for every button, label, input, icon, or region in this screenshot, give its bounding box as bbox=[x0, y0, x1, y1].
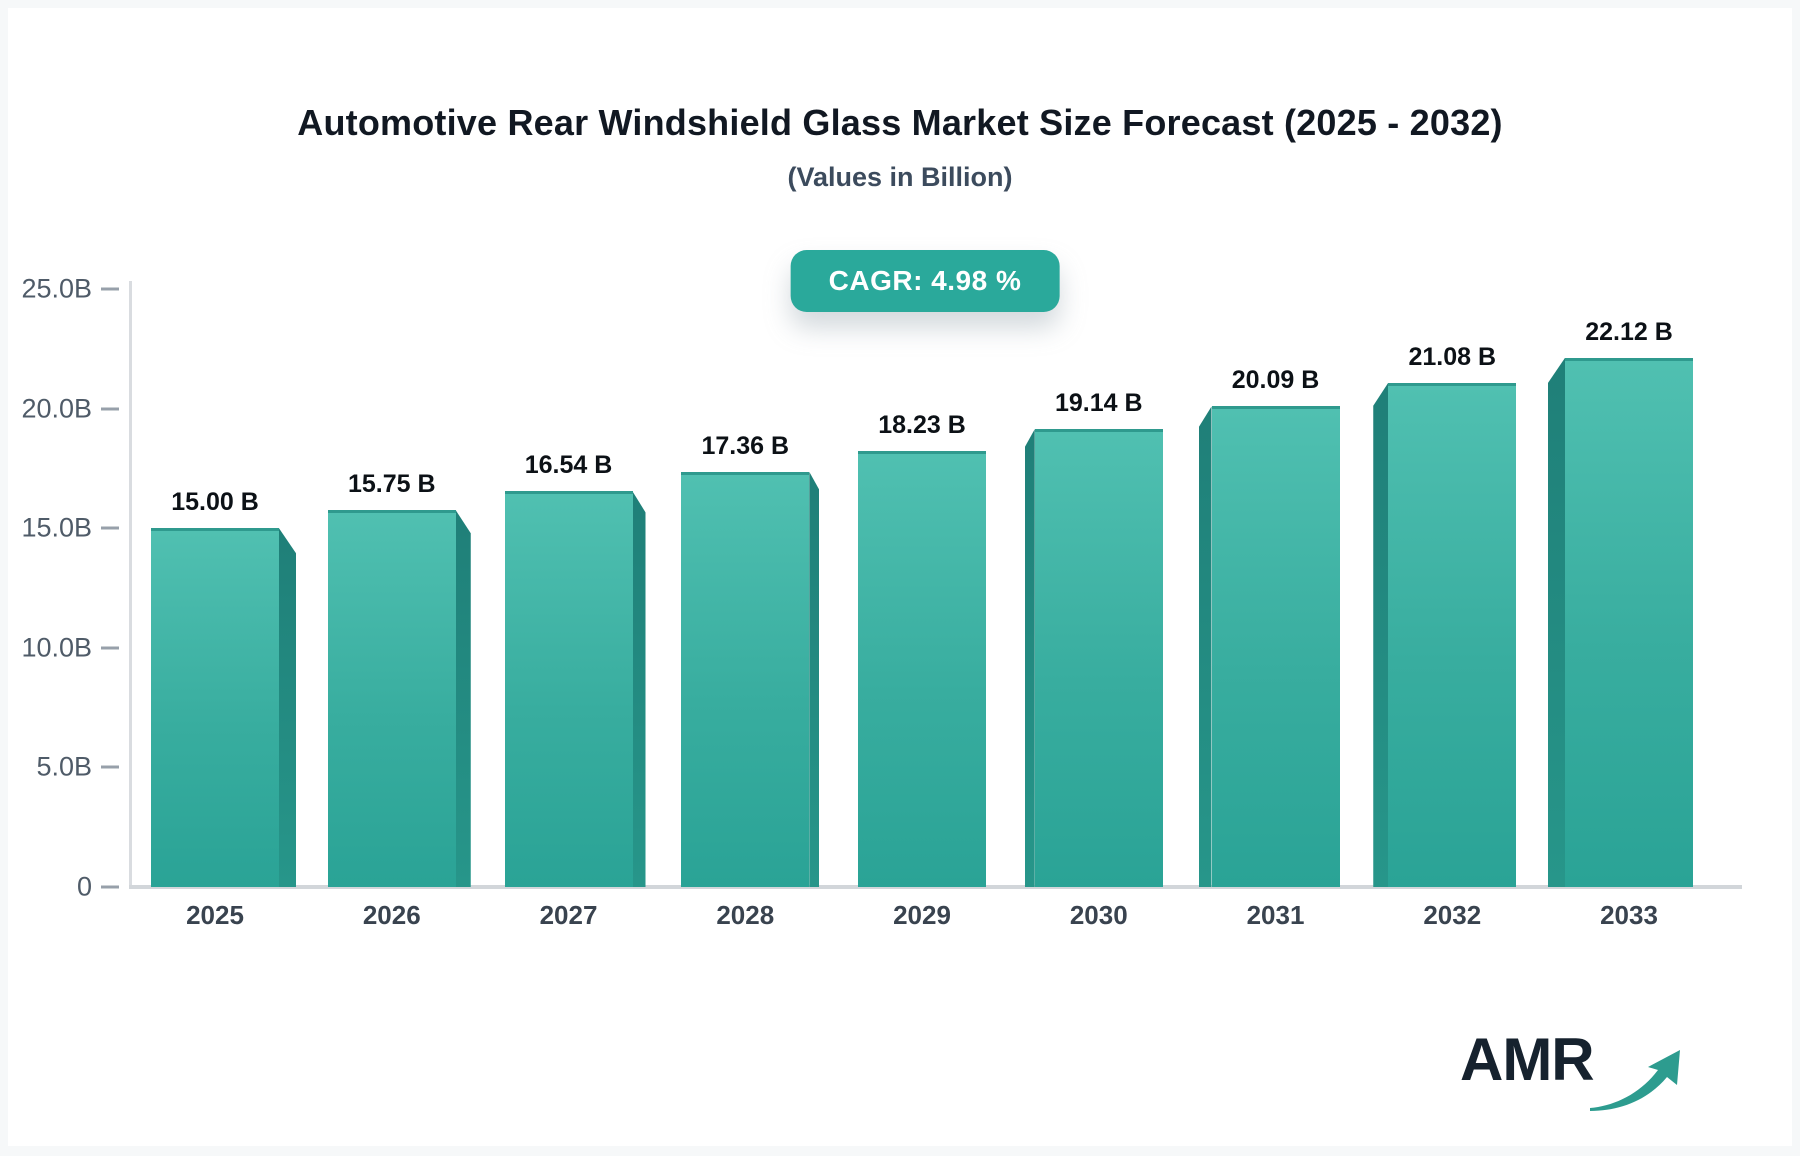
bar-2031 bbox=[1211, 406, 1340, 887]
x-tick-label-2025: 2025 bbox=[186, 900, 244, 930]
chart-title: Automotive Rear Windshield Glass Market … bbox=[297, 102, 1503, 143]
bar-2033 bbox=[1565, 357, 1693, 887]
x-tick-label-2029: 2029 bbox=[893, 900, 951, 930]
bar-value-label: 18.23 B bbox=[878, 410, 966, 439]
y-tick-label: 0 bbox=[76, 871, 92, 902]
x-tick-label-2028: 2028 bbox=[716, 900, 775, 930]
bar-value-label: 16.54 B bbox=[524, 451, 613, 480]
bar-2028 bbox=[681, 471, 810, 887]
y-tick-label: 5.0B bbox=[36, 751, 92, 782]
amr-logo-text: AMR bbox=[1460, 1026, 1595, 1093]
bar-value-label: 22.12 B bbox=[1585, 317, 1673, 346]
bar-2030 bbox=[1034, 429, 1163, 887]
y-tick-dash bbox=[101, 287, 119, 291]
bar-value-label: 17.36 B bbox=[701, 431, 790, 460]
x-tick-label-2032: 2032 bbox=[1423, 900, 1482, 930]
x-tick-label-2027: 2027 bbox=[539, 900, 598, 930]
cagr-badge: CAGR: 4.98 % bbox=[790, 250, 1060, 312]
y-tick-dash bbox=[101, 526, 119, 530]
bar-value-label: 20.09 B bbox=[1231, 366, 1320, 395]
bar-side-face bbox=[455, 510, 471, 887]
bar-side-face bbox=[1373, 382, 1389, 887]
bar-2027 bbox=[504, 491, 633, 887]
bar-side-face bbox=[1024, 429, 1035, 887]
x-tick-label-2030: 2030 bbox=[1069, 900, 1128, 930]
y-tick-label: 20.0B bbox=[21, 393, 92, 424]
amr-logo: AMR bbox=[1460, 1030, 1690, 1120]
y-tick-dash bbox=[101, 765, 119, 769]
bar-side-face bbox=[809, 471, 820, 887]
x-axis-line bbox=[129, 885, 1742, 889]
bar-value-label: 15.00 B bbox=[171, 488, 259, 517]
chart-subtitle: (Values in Billion) bbox=[787, 162, 1013, 192]
x-tick-label-2033: 2033 bbox=[1600, 900, 1658, 930]
bar-side-face bbox=[279, 528, 296, 887]
growth-arrow-icon bbox=[1590, 1050, 1680, 1111]
y-tick-dash bbox=[101, 407, 119, 411]
y-tick-label: 15.0B bbox=[21, 512, 92, 543]
y-tick-label: 25.0B bbox=[21, 273, 92, 304]
bar-value-label: 21.08 B bbox=[1408, 342, 1497, 371]
bar-2032 bbox=[1388, 382, 1517, 887]
y-tick-dash bbox=[101, 885, 119, 889]
bar-2029 bbox=[858, 450, 986, 887]
bar-side-face bbox=[632, 491, 646, 887]
bar-side-face bbox=[1198, 406, 1212, 887]
y-tick-dash bbox=[101, 646, 119, 650]
bar-value-label: 15.75 B bbox=[347, 470, 436, 499]
y-tick-label: 10.0B bbox=[21, 632, 92, 663]
x-tick-label-2026: 2026 bbox=[362, 900, 421, 930]
bar-side-face bbox=[1548, 357, 1565, 887]
bar-value-label: 19.14 B bbox=[1054, 389, 1143, 418]
bar-2026 bbox=[327, 510, 456, 887]
x-tick-label-2031: 2031 bbox=[1246, 900, 1305, 930]
bar-2025 bbox=[151, 528, 279, 887]
y-axis-line bbox=[129, 281, 132, 889]
